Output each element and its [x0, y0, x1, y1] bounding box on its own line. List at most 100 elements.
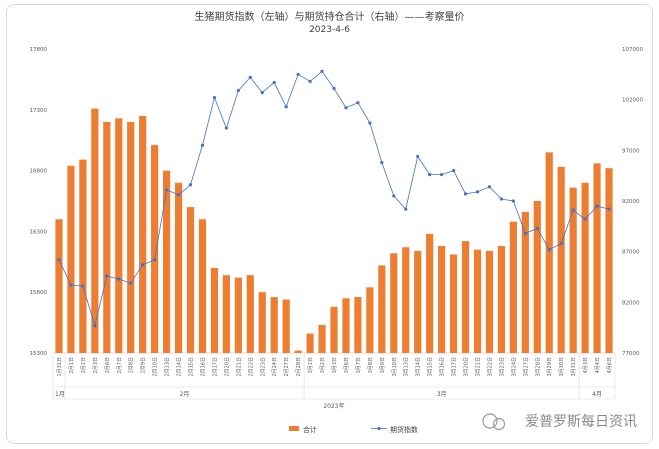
bar — [390, 253, 398, 353]
month-group-label: 1月 — [55, 391, 65, 398]
x-tick-label: 2月14日 — [177, 357, 183, 377]
chart-title: 生猪期货指数（左轴）与期货持仓合计（右轴）——考察量价 — [195, 10, 465, 23]
bar — [282, 299, 290, 353]
line-point — [571, 208, 575, 212]
right-axis-tick-label: 87000 — [622, 250, 640, 256]
line-point — [499, 197, 504, 201]
bar — [127, 121, 135, 354]
x-tick-label: 4月4日 — [595, 357, 601, 373]
x-tick-label: 2月23日 — [260, 357, 266, 377]
line-point — [535, 226, 539, 230]
bar — [103, 121, 111, 354]
x-tick-label: 3月10日 — [392, 357, 398, 377]
bar — [294, 350, 302, 353]
bar — [186, 207, 195, 353]
x-tick-label: 3月21日 — [475, 357, 481, 377]
line-point — [308, 79, 312, 84]
bar — [438, 245, 446, 353]
bar — [557, 166, 565, 353]
bar — [533, 201, 541, 353]
bar — [163, 170, 171, 353]
watermark-icon — [482, 413, 506, 431]
right-axis-tick-label: 97000 — [622, 148, 640, 154]
chart-frame — [6, 4, 653, 444]
line-point — [141, 263, 145, 267]
x-tick-label: 3月29日 — [547, 357, 553, 377]
left-axis-tick-label: 16300 — [30, 229, 48, 235]
line-point — [344, 106, 348, 110]
left-axis-tick-label: 16800 — [30, 169, 48, 175]
bar — [461, 241, 470, 353]
left-axis-tick-label: 15300 — [30, 351, 48, 357]
line-point — [463, 192, 468, 196]
x-tick-label: 3月9日 — [380, 357, 386, 373]
x-tick-label: 3月20日 — [464, 357, 470, 377]
line-point — [212, 96, 217, 100]
right-axis-tick-label: 107000 — [622, 47, 643, 53]
bar — [67, 165, 75, 353]
bar — [545, 152, 553, 353]
bar — [581, 182, 589, 353]
x-tick-label: 2月3日 — [93, 357, 99, 373]
line-point — [416, 154, 420, 159]
line-point — [547, 248, 551, 252]
x-tick-label: 2月1日 — [69, 357, 75, 373]
bar — [342, 298, 350, 353]
line-point — [595, 204, 599, 208]
legend-label-line: 期货指数 — [390, 425, 418, 434]
bar — [210, 267, 219, 353]
legend-swatch-marker — [377, 426, 381, 431]
x-tick-label: 3月2日 — [320, 357, 326, 373]
legend-label-bar: 合计 — [303, 425, 317, 434]
bar — [509, 221, 517, 353]
line-point — [523, 231, 527, 236]
left-axis-tick-label: 17800 — [30, 47, 48, 53]
line-point — [57, 258, 61, 262]
line-point — [320, 69, 324, 73]
x-tick-label: 3月1日 — [308, 357, 314, 373]
x-tick-label: 3月28日 — [535, 357, 541, 377]
x-tick-label: 3月6日 — [344, 357, 350, 373]
x-tick-label: 3月23日 — [499, 357, 505, 377]
bar — [174, 182, 183, 353]
line-point — [607, 207, 611, 211]
line-point — [368, 121, 372, 125]
x-tick-label: 2月24日 — [272, 357, 278, 377]
x-tick-label: 3月14日 — [416, 357, 422, 377]
line-point — [487, 185, 492, 189]
line-point — [153, 258, 157, 262]
right-axis-tick-label: 102000 — [622, 98, 643, 104]
left-axis-tick-label: 15800 — [30, 290, 48, 296]
chart-subtitle: 2023-4-6 — [309, 25, 350, 35]
bar — [485, 250, 494, 353]
x-tick-label: 2月13日 — [165, 357, 171, 377]
watermark: 爱普罗斯每日资讯 — [525, 414, 637, 430]
line-point — [117, 277, 121, 281]
legend-swatch-bar — [289, 426, 299, 431]
x-tick-label: 2月20日 — [224, 357, 230, 377]
x-tick-label: 2月27日 — [284, 357, 290, 377]
bar — [318, 325, 326, 353]
x-tick-label: 2月7日 — [117, 357, 123, 373]
line-point — [81, 284, 85, 288]
line-point — [404, 207, 408, 211]
x-tick-label: 2月22日 — [248, 357, 254, 377]
bar — [330, 306, 338, 353]
line-point — [583, 217, 587, 221]
x-tick-label: 4月6日 — [607, 357, 613, 373]
line-point — [176, 193, 181, 197]
bar-series — [55, 108, 613, 354]
right-axis-tick-label: 92000 — [622, 199, 640, 205]
bar — [151, 145, 159, 353]
x-axis-labels: 1月31日 2月1日 2月2日 2月3日 2月6日 2月7日 2月8日 2月9日 2月10日 2月… — [52, 353, 616, 410]
month-group-label: 2月 — [180, 391, 190, 398]
year-label: 2023年 — [323, 402, 344, 410]
bar — [414, 250, 422, 353]
bar — [521, 211, 529, 353]
line-point — [248, 75, 252, 79]
right-axis-tick-label: 82000 — [622, 300, 640, 306]
x-tick-label: 3月27日 — [523, 357, 529, 377]
x-tick-label: 3月31日 — [571, 357, 577, 377]
bar — [79, 159, 87, 353]
line-point — [200, 143, 205, 147]
